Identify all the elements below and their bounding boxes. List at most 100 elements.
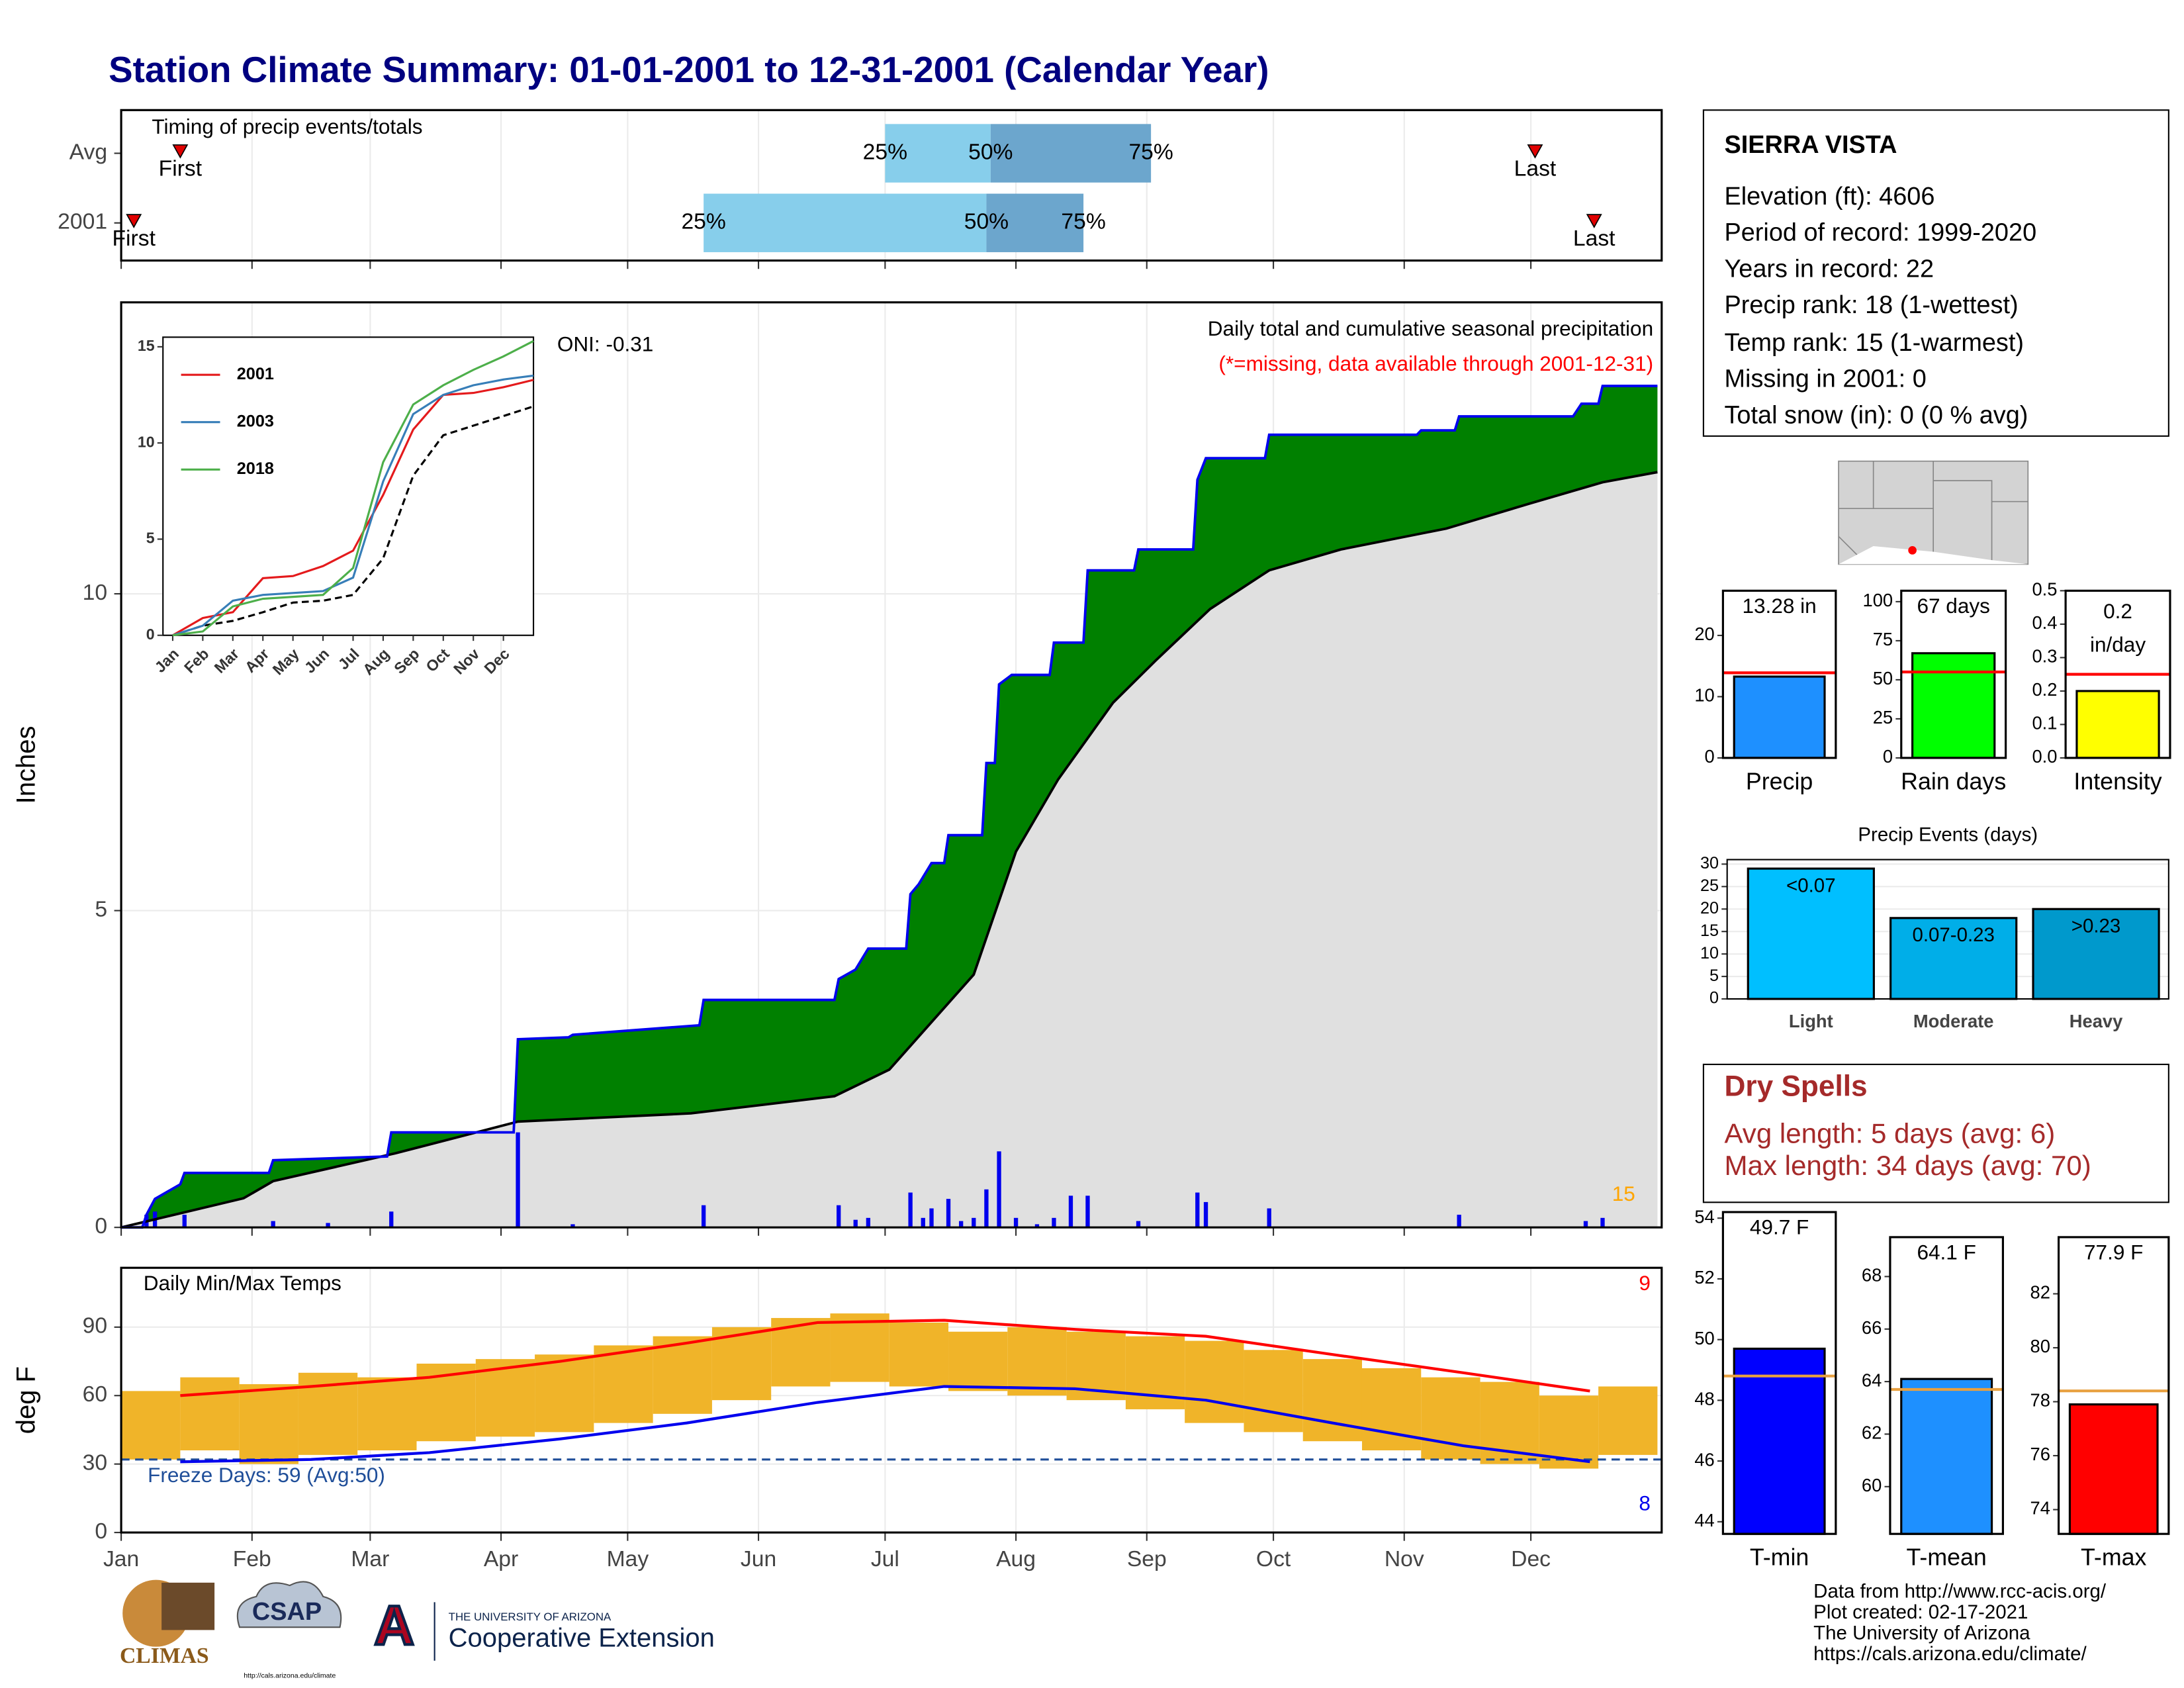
panel-border (1726, 859, 2169, 1000)
panel-border (120, 1266, 1663, 1534)
y-tick-label: 0 (1709, 989, 1719, 1008)
climas-emblem-block (161, 1582, 215, 1630)
row-label: 2001 (58, 210, 107, 234)
y-tick-label: 64 (1862, 1370, 1882, 1390)
info-line: Period of record: 1999-2020 (1724, 219, 2036, 247)
category-label: Light (1789, 1011, 1833, 1031)
y-tick-label: 30 (83, 1451, 107, 1476)
y-tick-label: 54 (1694, 1206, 1714, 1227)
range-label: 0.07-0.23 (1912, 924, 1994, 946)
y-tick-label: 25 (1873, 707, 1893, 727)
daily-precip-bar (1195, 1192, 1200, 1228)
y-tick-label: 10 (1700, 944, 1719, 962)
max-count-label: 9 (1639, 1271, 1651, 1295)
info-line: Total snow (in): 0 (0 % avg) (1724, 401, 2028, 429)
daily-precip-bar (1034, 1224, 1040, 1228)
freeze-label: Freeze Days: 59 (Avg:50) (148, 1463, 385, 1487)
series-line (172, 379, 534, 637)
event-label: Last (1573, 226, 1615, 251)
quartile-label: 25% (863, 140, 907, 164)
daily-temp-range (180, 1377, 240, 1450)
daily-temp-range (830, 1313, 889, 1382)
daily-temp-range (239, 1384, 298, 1464)
quartile-bar (986, 193, 1084, 252)
bar (1733, 675, 1826, 759)
climas-logo-text: CLIMAS (120, 1644, 209, 1668)
daily-precip-bar (389, 1211, 394, 1228)
x-tick-label: Oct (1256, 1547, 1291, 1571)
daily-precip-bar (1052, 1217, 1056, 1228)
y-tick-label: 30 (1700, 854, 1719, 872)
daily-temp-range (1302, 1359, 1362, 1442)
bar (1889, 917, 2018, 1000)
y-tick-label: 74 (2030, 1498, 2050, 1519)
inset-panel (162, 336, 535, 636)
logos: CLIMAS CSAP http://cals.arizona.edu/clim… (120, 1579, 715, 1680)
daily-temp-range (1598, 1386, 1658, 1455)
daily-precip-bar (271, 1221, 275, 1228)
y-tick-label: 90 (83, 1314, 107, 1338)
daily-precip-bar (984, 1189, 989, 1228)
average-line (172, 405, 534, 637)
daily-temp-range (594, 1345, 653, 1423)
footer-line: The University of Arizona (1813, 1622, 2030, 1644)
daily-precip-bar (516, 1132, 520, 1228)
event-label: First (113, 226, 156, 251)
row-label: Avg (69, 140, 107, 164)
bar (2068, 1403, 2159, 1535)
map-borders (1838, 461, 2028, 565)
event-marker (172, 144, 189, 159)
daily-precip-bar (1267, 1208, 1271, 1228)
x-tick-label: Apr (484, 1547, 518, 1571)
oni-annotation: ONI: -0.31 (557, 332, 654, 355)
university-name: THE UNIVERSITY OF ARIZONA (449, 1611, 612, 1623)
y-tick-label: 66 (1862, 1317, 1882, 1338)
dry-spells-title: Dry Spells (1724, 1070, 1867, 1102)
x-tick-label: Dec (1511, 1547, 1551, 1571)
x-tick-label: Nov (1385, 1547, 1424, 1571)
y-tick-label: 5 (146, 530, 155, 547)
panel-title: Precip Events (days) (1858, 824, 2038, 846)
event-marker (1586, 214, 1602, 228)
y-tick-label: 82 (2030, 1282, 2050, 1303)
bar (1911, 652, 1996, 759)
y-tick-label: 75 (1873, 629, 1893, 649)
y-tick-label: 15 (1700, 921, 1719, 940)
daily-precip-bar (1600, 1217, 1605, 1228)
daily-precip-bar (326, 1223, 330, 1228)
daily-precip-bar (1085, 1196, 1090, 1228)
daily-temp-range (1007, 1327, 1067, 1396)
bar (1900, 1378, 1993, 1535)
panel-subtitle: (*=missing, data available through 2001-… (1218, 352, 1653, 375)
panel-border (1900, 589, 2007, 759)
average-line (120, 471, 1658, 1229)
daily-precip-bar (972, 1217, 976, 1228)
series-line (172, 340, 534, 637)
y-tick-label: 0 (95, 1519, 107, 1544)
y-tick-label: 0.0 (2032, 746, 2057, 767)
x-tick-label: Sep (1127, 1547, 1167, 1571)
value-label: 13.28 in (1742, 594, 1816, 618)
x-tick-label: Aug (996, 1547, 1036, 1571)
station-dot (1908, 546, 1917, 555)
daily-precip-bar (570, 1224, 575, 1228)
y-tick-label: 60 (83, 1382, 107, 1407)
quartile-bar (885, 124, 991, 183)
info-line: Missing in 2001: 0 (1724, 365, 1926, 393)
daily-precip-bar (853, 1219, 858, 1228)
series-line (172, 374, 534, 637)
daily-precip-bar (837, 1205, 841, 1228)
event-marker (1527, 144, 1543, 159)
quartile-label: 75% (1128, 140, 1173, 164)
legend-label: 2001 (237, 365, 274, 383)
count-label: 15 (1612, 1182, 1635, 1205)
extension-name: Cooperative Extension (449, 1624, 715, 1653)
daily-precip-bar (866, 1217, 871, 1228)
y-tick-label: 25 (1700, 876, 1719, 895)
y-tick-label: 50 (1873, 668, 1893, 688)
csap-url: http://cals.arizona.edu/climate (244, 1672, 336, 1680)
daily-precip-bar (1068, 1196, 1073, 1228)
y-tick-label: 0.1 (2032, 713, 2057, 733)
